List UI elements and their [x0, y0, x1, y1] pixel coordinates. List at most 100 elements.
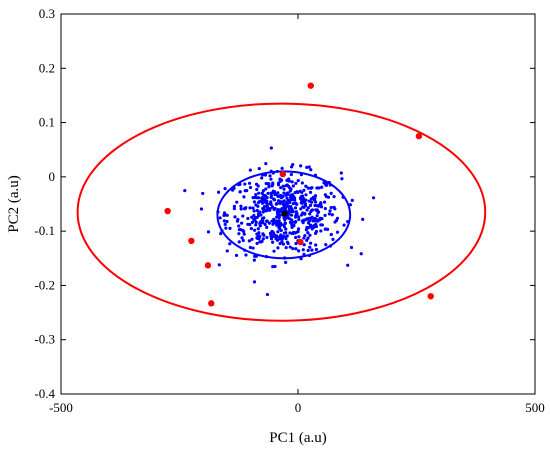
- cluster-point: [255, 187, 259, 192]
- cluster-point: [248, 168, 252, 172]
- cluster-point: [306, 231, 310, 235]
- cluster-point: [257, 191, 261, 195]
- cluster-point: [224, 226, 228, 230]
- cluster-point: [297, 217, 301, 222]
- cluster-point: [222, 213, 226, 217]
- outlier-point: [307, 82, 314, 89]
- cluster-point: [294, 201, 298, 205]
- cluster-point: [280, 166, 284, 170]
- cluster-point: [276, 211, 280, 215]
- cluster-point: [249, 226, 253, 231]
- confidence-ellipse: [76, 102, 487, 322]
- outlier-point: [188, 237, 195, 245]
- cluster-point: [268, 174, 272, 178]
- cluster-point: [269, 146, 273, 150]
- x-tick-label: 500: [525, 400, 545, 415]
- cluster-point: [264, 219, 269, 223]
- cluster-point: [254, 193, 258, 197]
- cluster-point: [269, 193, 274, 198]
- x-axis-label: PC1 (a.u): [269, 430, 327, 446]
- cluster-point: [301, 248, 305, 252]
- cluster-point: [323, 227, 328, 231]
- cluster-point: [250, 237, 254, 241]
- y-axis-label: PC2 (a.u): [6, 175, 22, 233]
- cluster-point: [235, 200, 239, 204]
- cluster-point: [302, 252, 306, 256]
- cluster-point: [240, 236, 244, 240]
- cluster-point: [297, 215, 301, 219]
- cluster-point: [288, 231, 292, 235]
- cluster-point: [282, 199, 286, 203]
- cluster-point: [306, 236, 310, 240]
- cluster-point: [282, 187, 286, 191]
- cluster-point: [264, 209, 268, 213]
- cluster-point: [272, 207, 276, 211]
- cluster-point: [239, 204, 243, 208]
- cluster-point: [307, 199, 311, 203]
- cluster-point: [243, 182, 247, 186]
- cluster-point: [252, 209, 256, 213]
- cluster-point: [223, 222, 227, 226]
- cluster-point: [251, 246, 255, 250]
- cluster-point: [248, 185, 253, 190]
- cluster-point: [283, 235, 287, 239]
- cluster-point: [279, 233, 283, 237]
- cluster-point: [305, 217, 309, 221]
- cluster-point: [279, 222, 283, 227]
- cluster-point: [250, 215, 254, 219]
- cluster-point: [269, 200, 273, 204]
- cluster-point: [284, 260, 288, 265]
- cluster-point: [255, 215, 259, 220]
- cluster-point: [284, 204, 289, 209]
- cluster-point: [255, 232, 259, 236]
- cluster-point: [279, 186, 283, 190]
- cluster-point: [308, 212, 312, 216]
- cluster-point: [284, 246, 288, 250]
- cluster-point: [228, 226, 232, 230]
- cluster-point: [290, 231, 295, 236]
- cluster-point: [299, 164, 303, 168]
- cluster-point: [293, 220, 297, 224]
- cluster-point: [307, 219, 312, 223]
- cluster-point: [219, 232, 223, 236]
- cluster-point: [237, 232, 241, 236]
- cluster-point: [288, 198, 292, 202]
- cluster-point: [261, 237, 265, 241]
- cluster-point: [250, 220, 254, 224]
- cluster-point: [252, 280, 257, 284]
- cluster-point: [282, 203, 286, 207]
- cluster-point: [291, 201, 295, 206]
- cluster-point: [242, 232, 246, 236]
- cluster-point: [183, 189, 187, 193]
- cluster-point: [279, 208, 283, 212]
- cluster-point: [322, 200, 327, 204]
- cluster-point: [258, 234, 262, 238]
- cluster-point: [301, 201, 305, 205]
- y-tick-label: -0.2: [34, 277, 55, 292]
- cluster-point: [261, 189, 266, 193]
- cluster-point: [295, 212, 299, 216]
- cluster-point: [282, 231, 287, 235]
- cluster-point: [313, 219, 317, 223]
- cluster-point: [217, 263, 221, 267]
- tick-labels: -500 0 500 -0.4 -0.3 -0.2 -0.1 0 0.1 0.2 0.3: [34, 6, 544, 415]
- cluster-point: [318, 202, 323, 206]
- cluster-point: [323, 206, 327, 211]
- cluster-point: [302, 236, 306, 240]
- cluster-point: [290, 223, 294, 227]
- cluster-point: [308, 203, 313, 208]
- cluster-point: [319, 229, 323, 233]
- cluster-point: [289, 213, 294, 217]
- outlier-point: [427, 293, 434, 300]
- cluster-point: [254, 223, 258, 227]
- cluster-point: [304, 184, 308, 188]
- cluster-point: [238, 190, 242, 194]
- cluster-point: [272, 220, 276, 225]
- cluster-point: [310, 248, 314, 252]
- cluster-point: [320, 185, 324, 189]
- cluster-point: [248, 245, 253, 250]
- cluster-point: [329, 191, 333, 195]
- cluster-point: [244, 253, 248, 257]
- cluster-point: [261, 221, 265, 225]
- cluster-point: [216, 190, 221, 194]
